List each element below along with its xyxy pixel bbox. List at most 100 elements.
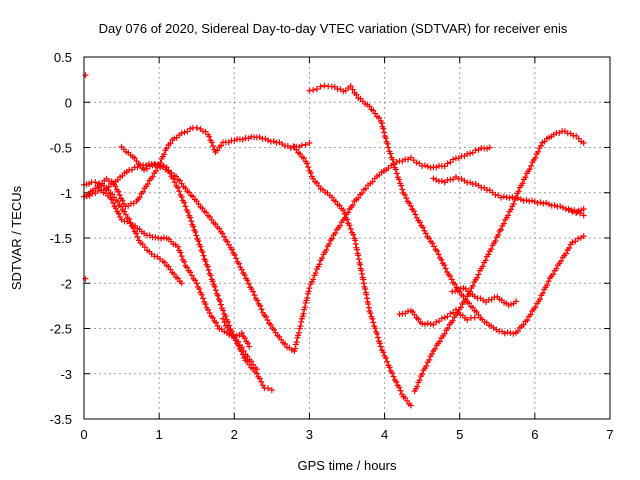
data-point xyxy=(119,197,126,204)
data-point xyxy=(182,203,189,210)
data-point xyxy=(209,314,216,321)
x-tick-labels: 0 1 2 3 4 5 6 7 xyxy=(80,427,613,442)
data-point xyxy=(557,203,564,210)
data-point xyxy=(208,139,215,146)
data-point xyxy=(321,82,328,89)
data-point xyxy=(441,262,448,269)
data-point xyxy=(295,329,302,336)
data-point xyxy=(262,313,269,320)
data-point xyxy=(385,144,392,151)
data-point xyxy=(282,340,289,347)
data-point xyxy=(235,338,242,345)
data-point xyxy=(219,230,226,237)
data-point xyxy=(419,224,426,231)
data-point xyxy=(258,378,265,385)
data-point xyxy=(565,207,572,214)
data-point xyxy=(447,159,454,166)
data-point xyxy=(340,207,347,214)
data-point xyxy=(450,309,457,316)
data-point xyxy=(306,139,313,146)
data-point xyxy=(543,199,550,206)
data-point xyxy=(447,310,454,317)
data-point xyxy=(376,340,383,347)
data-point xyxy=(482,257,489,264)
data-point xyxy=(353,91,360,98)
data-point xyxy=(416,219,423,226)
data-point xyxy=(363,291,370,298)
data-point xyxy=(485,251,492,258)
data-point xyxy=(430,243,437,250)
x-axis-label: GPS time / hours xyxy=(298,458,397,473)
data-point xyxy=(424,320,431,327)
data-point xyxy=(218,142,225,149)
data-point xyxy=(167,140,174,147)
data-point xyxy=(441,163,448,170)
data-point xyxy=(254,297,261,304)
data-point xyxy=(526,166,533,173)
y-tick-label: 0.5 xyxy=(54,50,72,65)
data-point xyxy=(524,317,531,324)
data-point xyxy=(248,358,255,365)
data-point xyxy=(181,258,188,265)
data-point xyxy=(193,232,200,239)
data-point xyxy=(176,188,183,195)
y-axis-label: SDTVAR / TECUs xyxy=(9,185,24,290)
data-point xyxy=(498,226,505,233)
data-point xyxy=(506,194,513,201)
data-point xyxy=(178,193,185,200)
data-point xyxy=(238,330,245,337)
data-point xyxy=(298,318,305,325)
data-point xyxy=(397,387,404,394)
data-point xyxy=(200,252,207,259)
data-point xyxy=(267,321,274,328)
data-point xyxy=(393,158,400,165)
data-point xyxy=(572,238,579,245)
data-point xyxy=(355,252,362,259)
data-point xyxy=(199,249,206,256)
data-point xyxy=(401,191,408,198)
data-point xyxy=(187,125,194,132)
data-point xyxy=(358,267,365,274)
data-point xyxy=(390,160,397,167)
data-point xyxy=(347,83,354,90)
data-point xyxy=(116,192,123,199)
data-point xyxy=(220,307,227,314)
data-point xyxy=(492,237,499,244)
data-point xyxy=(149,162,156,169)
data-point xyxy=(349,202,356,209)
data-point xyxy=(501,330,508,337)
data-point xyxy=(160,234,167,241)
data-point xyxy=(306,87,313,94)
y-tick-label: -3.5 xyxy=(50,412,72,427)
data-point xyxy=(228,246,235,253)
data-point xyxy=(421,321,428,328)
data-point xyxy=(170,175,177,182)
data-point xyxy=(532,304,539,311)
data-point xyxy=(163,145,170,152)
data-point xyxy=(140,188,147,195)
data-point xyxy=(177,249,184,256)
chart-title: Day 076 of 2020, Sidereal Day-to-day VTE… xyxy=(99,21,568,36)
data-point xyxy=(192,228,199,235)
data-point xyxy=(341,210,348,217)
y-tick-label: -2.5 xyxy=(50,322,72,337)
data-point xyxy=(240,347,247,354)
data-point xyxy=(422,230,429,237)
y-tick-labels: 0.5 0 -0.5 -1 -1.5 -2 -2.5 -3 -3.5 xyxy=(50,50,72,427)
data-point xyxy=(213,319,220,326)
data-point xyxy=(444,325,451,332)
data-point xyxy=(514,194,521,201)
data-point xyxy=(550,271,557,278)
data-point xyxy=(304,294,311,301)
data-point xyxy=(139,241,146,248)
data-point xyxy=(193,280,200,287)
data-point xyxy=(310,276,317,283)
data-point xyxy=(216,225,223,232)
data-point xyxy=(352,237,359,244)
data-point xyxy=(372,325,379,332)
data-point xyxy=(352,241,359,248)
data-point xyxy=(393,378,400,385)
data-point xyxy=(303,160,310,167)
data-point xyxy=(507,330,514,337)
data-point xyxy=(475,271,482,278)
